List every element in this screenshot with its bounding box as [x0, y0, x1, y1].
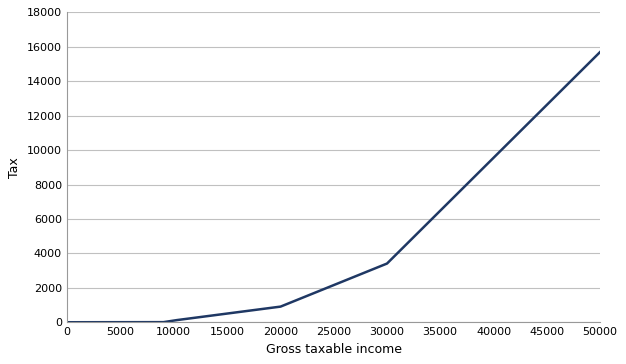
Y-axis label: Tax: Tax [8, 157, 21, 178]
X-axis label: Gross taxable income: Gross taxable income [265, 343, 401, 356]
